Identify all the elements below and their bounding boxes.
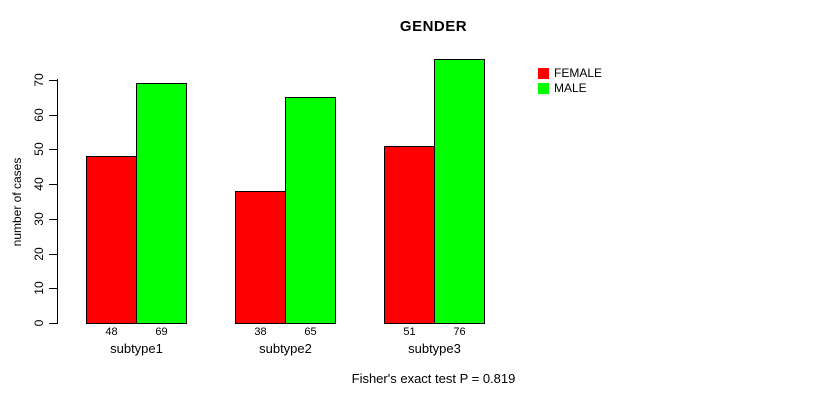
- legend-item-female: FEMALE: [538, 66, 602, 80]
- fisher-test-caption: Fisher's exact test P = 0.819: [351, 371, 516, 386]
- category-label-subtype2: subtype2: [259, 341, 312, 356]
- y-tick-70: [49, 80, 57, 81]
- y-tick-label-30: 30: [32, 212, 46, 226]
- value-label-subtype1-female: 48: [105, 326, 118, 338]
- legend-swatch-male: [538, 82, 549, 94]
- value-label-subtype2-female: 38: [254, 326, 267, 338]
- y-axis-line: [57, 79, 58, 324]
- y-tick-label-20: 20: [32, 247, 46, 261]
- chart-legend: FEMALE MALE: [538, 66, 602, 95]
- y-tick-30: [49, 219, 57, 220]
- bar-male-subtype3: [434, 59, 485, 324]
- y-tick-label-10: 10: [32, 281, 46, 295]
- bar-female-subtype2: [235, 191, 286, 324]
- value-label-subtype3-male: 76: [453, 326, 466, 338]
- legend-label-male: MALE: [554, 81, 587, 95]
- y-tick-20: [49, 254, 57, 255]
- legend-label-female: FEMALE: [554, 66, 603, 80]
- y-tick-10: [49, 288, 57, 289]
- y-tick-0: [49, 323, 57, 324]
- y-axis-title: number of cases: [10, 157, 24, 247]
- bar-male-subtype1: [136, 83, 187, 324]
- category-label-subtype3: subtype3: [408, 341, 461, 356]
- y-tick-label-0: 0: [32, 319, 46, 327]
- value-label-subtype3-female: 51: [403, 326, 416, 338]
- value-label-subtype1-male: 69: [155, 326, 168, 338]
- legend-swatch-female: [538, 67, 549, 79]
- category-label-subtype1: subtype1: [110, 341, 163, 356]
- y-tick-40: [49, 184, 57, 185]
- bar-male-subtype2: [285, 97, 336, 324]
- bar-female-subtype1: [86, 156, 137, 324]
- y-tick-label-70: 70: [32, 73, 46, 87]
- y-tick-60: [49, 115, 57, 116]
- y-tick-label-40: 40: [32, 177, 46, 191]
- chart-title: GENDER: [399, 18, 468, 35]
- value-label-subtype2-male: 65: [304, 326, 317, 338]
- y-tick-label-60: 60: [32, 108, 46, 122]
- bar-female-subtype3: [384, 146, 435, 324]
- y-tick-50: [49, 149, 57, 150]
- y-tick-label-50: 50: [32, 142, 46, 156]
- legend-item-male: MALE: [538, 81, 602, 95]
